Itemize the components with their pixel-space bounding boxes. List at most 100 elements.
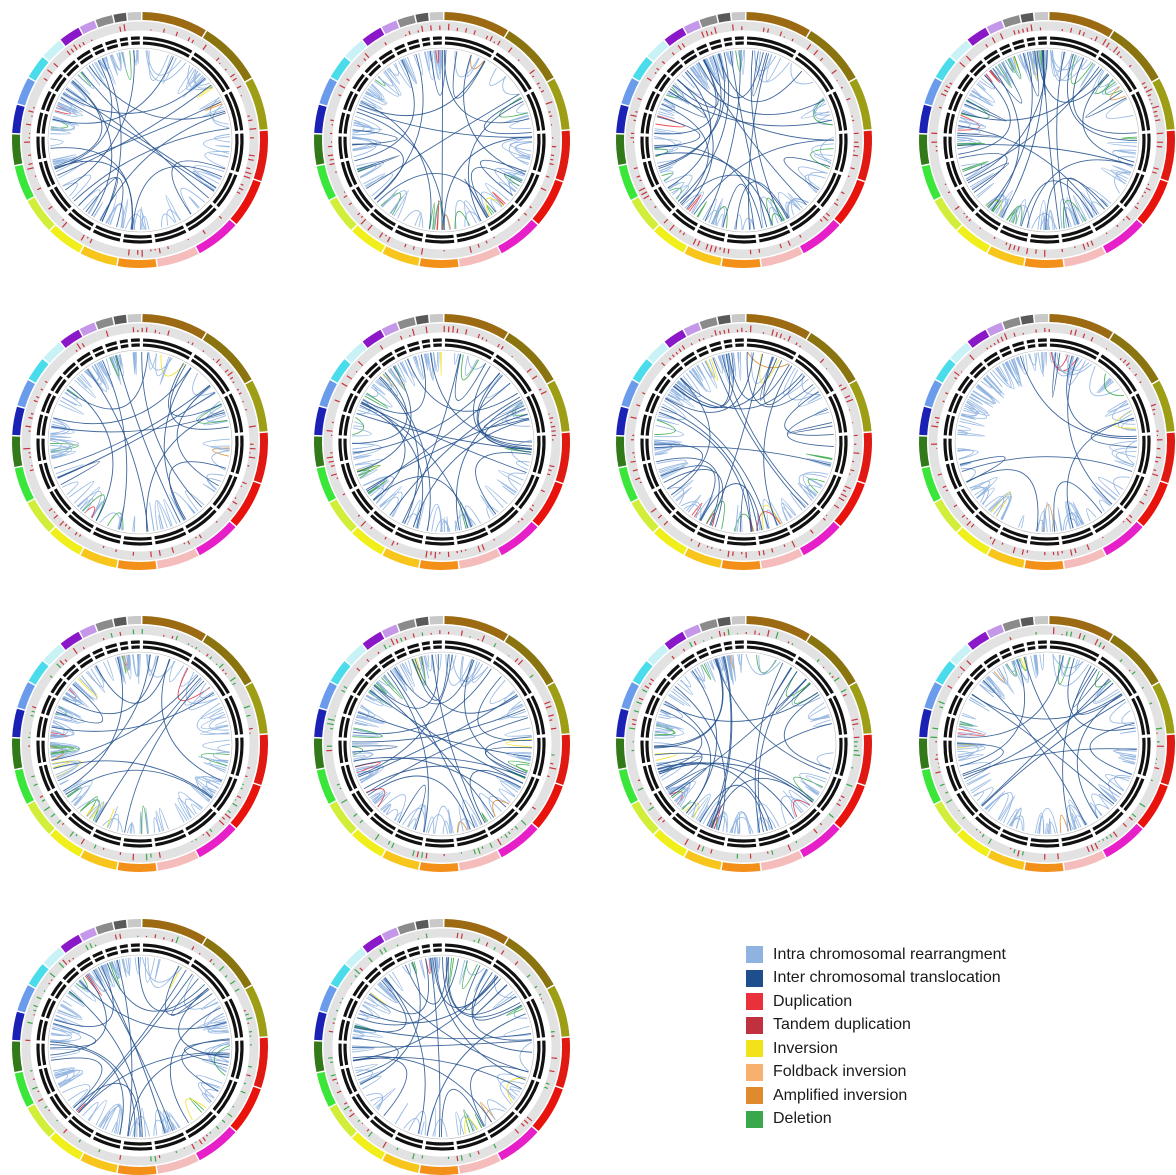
allele-segment xyxy=(190,358,226,395)
allele-segment xyxy=(185,506,213,529)
copy-number-bar xyxy=(813,828,818,834)
chromosome-segment xyxy=(555,1037,571,1088)
sv-link xyxy=(351,746,364,756)
copy-number-bar xyxy=(648,682,652,686)
sv-link xyxy=(709,660,715,671)
coverage-track xyxy=(323,323,561,561)
allele-segment xyxy=(1123,778,1145,812)
allele-segment xyxy=(123,1141,152,1146)
chromosome-segment xyxy=(924,380,942,408)
chromosome-segment xyxy=(127,615,142,625)
copy-number-bar xyxy=(218,966,225,972)
allele-segment xyxy=(820,476,842,510)
copy-number-bar xyxy=(27,167,34,170)
sv-link xyxy=(54,705,67,716)
chromosome-segment xyxy=(381,322,399,337)
allele-segment xyxy=(514,776,535,808)
copy-number-bar xyxy=(1139,500,1145,505)
copy-number-bar xyxy=(227,507,232,512)
copy-number-bar xyxy=(56,1119,59,1122)
allele-segment xyxy=(421,339,430,344)
allele-segment xyxy=(394,229,423,242)
sv-link xyxy=(654,419,676,436)
allele-segment xyxy=(696,229,725,242)
sv-link xyxy=(402,807,426,833)
translocation-link xyxy=(710,353,764,526)
copy-number-bar xyxy=(968,218,972,222)
translocation-link xyxy=(700,483,763,531)
copy-number-bar xyxy=(48,205,53,210)
allele-segment xyxy=(142,41,190,58)
translocation-link xyxy=(654,752,815,801)
copy-number-bar xyxy=(209,958,213,963)
sv-link xyxy=(413,52,424,76)
translocation-link xyxy=(987,52,1033,209)
copy-number-bar xyxy=(209,828,213,833)
legend-item-intra: Intra chromosomal rearrangment xyxy=(746,943,1066,967)
sv-link xyxy=(146,654,176,678)
legend-swatch-duplication xyxy=(746,993,763,1011)
copy-number-bar xyxy=(1017,29,1020,34)
sv-link xyxy=(91,362,110,390)
sv-link xyxy=(379,486,402,511)
translocation-link xyxy=(352,708,526,743)
chromosome-segment xyxy=(43,947,65,969)
copy-number-bar xyxy=(1021,549,1024,555)
copy-number-bar xyxy=(1078,633,1082,639)
allele-segment xyxy=(530,393,546,433)
sv-link xyxy=(785,201,801,219)
translocation-link xyxy=(357,654,453,776)
allele-segment xyxy=(457,1136,489,1150)
chromosome-segment xyxy=(113,919,127,930)
allele-segment xyxy=(355,488,374,511)
allele-segment xyxy=(948,113,956,134)
sv-link xyxy=(442,214,452,231)
allele-segment xyxy=(537,435,546,475)
sv-link xyxy=(50,450,76,459)
translocation-link xyxy=(356,958,459,1026)
copy-number-bar xyxy=(959,61,966,68)
chromosome-segment xyxy=(647,40,669,62)
circos-panel xyxy=(11,918,269,1175)
sv-link xyxy=(1079,63,1096,88)
translocation-link xyxy=(62,655,159,714)
copy-number-bar xyxy=(234,799,237,801)
chromosome-segment xyxy=(918,738,930,769)
allele-segment xyxy=(373,510,396,529)
allele-segment xyxy=(1061,225,1092,238)
inner-ring xyxy=(47,47,233,233)
allele-segment xyxy=(820,174,842,208)
sv-link xyxy=(1105,98,1134,119)
copy-number-bar xyxy=(75,833,78,837)
sv-link xyxy=(368,480,390,497)
copy-number-bar xyxy=(844,485,851,490)
copy-number-bar xyxy=(852,154,859,157)
sv-link xyxy=(499,1080,525,1105)
chromosome-segment xyxy=(196,823,236,858)
sv-link xyxy=(363,476,395,504)
copy-number-bar xyxy=(346,78,350,82)
allele-segment xyxy=(683,658,698,669)
allele-segment xyxy=(62,362,77,376)
inner-ring xyxy=(47,954,233,1140)
copy-number-bar xyxy=(1030,24,1033,32)
coverage-track xyxy=(323,928,561,1166)
allele-segment xyxy=(397,526,424,539)
copy-number-bar xyxy=(497,838,502,846)
copy-number-bar xyxy=(341,382,348,387)
allele-segment xyxy=(212,172,233,204)
copy-number-bar xyxy=(37,1090,40,1093)
copy-number-bar xyxy=(809,529,814,534)
sv-link xyxy=(50,118,69,129)
chromosome-segment xyxy=(921,768,941,804)
copy-number-bar xyxy=(942,400,945,403)
translocation-link xyxy=(1066,355,1137,437)
copy-number-bar xyxy=(1141,81,1146,85)
sv-link xyxy=(1113,476,1130,496)
copy-number-bar xyxy=(544,1086,549,1090)
copy-number-bar xyxy=(78,44,82,48)
sv-links xyxy=(49,352,230,532)
copy-number-bar xyxy=(248,727,253,730)
sv-link xyxy=(352,119,365,134)
sv-link xyxy=(960,401,978,417)
